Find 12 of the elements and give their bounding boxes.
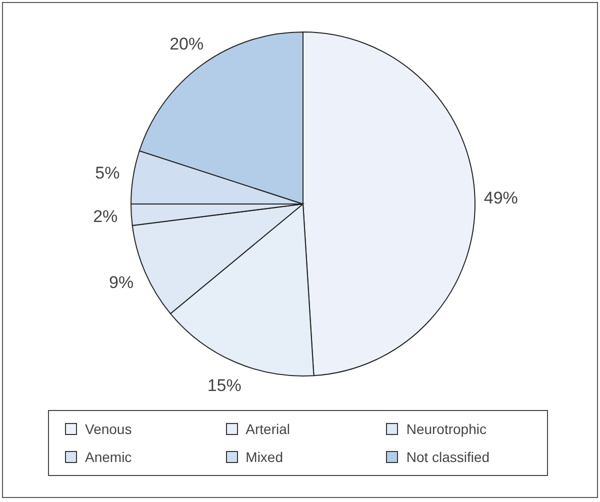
legend-label: Mixed bbox=[246, 449, 284, 465]
data-label: 20% bbox=[170, 34, 204, 54]
legend-label: Not classified bbox=[406, 449, 490, 465]
legend-label: Neurotrophic bbox=[406, 421, 486, 437]
legend-label: Venous bbox=[85, 421, 132, 437]
legend-label: Anemic bbox=[85, 449, 132, 465]
data-label: 15% bbox=[207, 376, 242, 396]
data-label: 2% bbox=[93, 206, 118, 226]
legend-label: Arterial bbox=[246, 421, 290, 437]
data-label: 49% bbox=[484, 188, 518, 208]
data-label: 5% bbox=[95, 164, 120, 183]
data-label: 9% bbox=[108, 273, 134, 292]
